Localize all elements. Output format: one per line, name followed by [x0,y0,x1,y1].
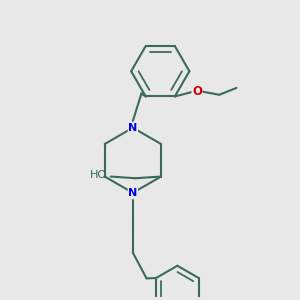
Text: N: N [128,123,137,133]
Text: HO: HO [90,170,107,180]
Text: N: N [128,188,137,198]
Text: O: O [192,85,202,98]
